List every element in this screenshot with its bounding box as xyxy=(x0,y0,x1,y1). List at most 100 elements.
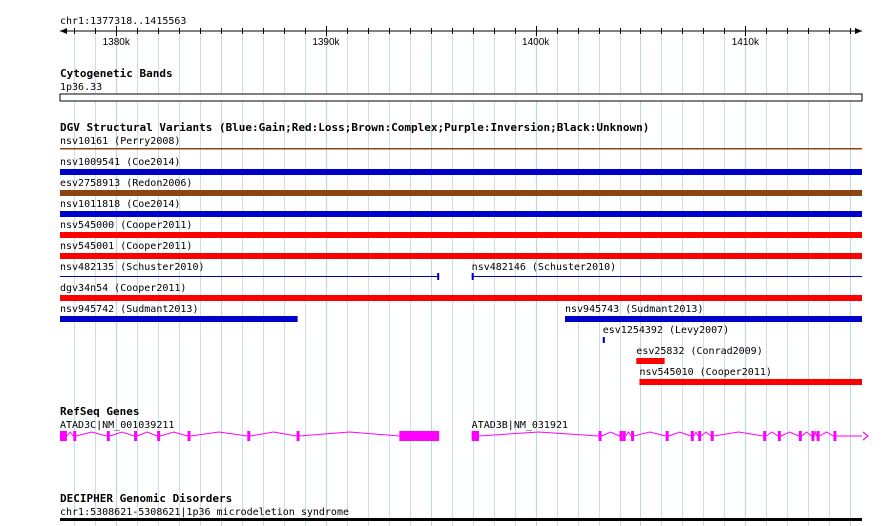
refseq-track-title: RefSeq Genes xyxy=(60,405,139,418)
exon-block[interactable] xyxy=(598,431,602,441)
exon-block[interactable] xyxy=(710,431,714,441)
intron-line xyxy=(765,431,779,437)
dgv-feature-bar[interactable] xyxy=(602,337,605,343)
exon-block[interactable] xyxy=(157,431,161,441)
ruler-tick-label: 1390k xyxy=(312,37,340,48)
decipher-track[interactable]: DECIPHER Genomic Disorders chr1:5308621-… xyxy=(60,492,862,521)
exon-block[interactable] xyxy=(698,431,702,441)
decipher-track-title: DECIPHER Genomic Disorders xyxy=(60,492,232,505)
exon-block[interactable] xyxy=(296,431,300,441)
grid-lines xyxy=(74,35,851,526)
exon-block[interactable] xyxy=(60,431,67,441)
dgv-feature-label: dgv34n54 (Cooper2011) xyxy=(60,283,186,294)
dgv-feature-bar[interactable] xyxy=(639,379,862,385)
dgv-feature-label: nsv545000 (Cooper2011) xyxy=(60,220,192,231)
intron-line xyxy=(813,430,818,437)
cytoband-track[interactable]: Cytogenetic Bands 1p36.33 xyxy=(59,67,863,102)
intron-line xyxy=(601,431,620,437)
dgv-feature-bar[interactable] xyxy=(471,276,862,277)
exon-block[interactable] xyxy=(187,431,191,441)
dgv-feature-label: esv1254392 (Levy2007) xyxy=(603,325,729,336)
exon-block[interactable] xyxy=(399,431,440,441)
dgv-feature-bar[interactable] xyxy=(565,316,862,322)
intron-line xyxy=(819,431,834,437)
gene-label: ATAD3C|NM_001039211 xyxy=(60,420,174,431)
intron-line xyxy=(159,431,188,437)
exon-block[interactable] xyxy=(816,431,820,441)
gene-label: ATAD3B|NM_031921 xyxy=(472,420,568,431)
dgv-feature-bar[interactable] xyxy=(60,253,862,259)
intron-line xyxy=(780,431,800,437)
dgv-feature-label: nsv945742 (Sudmant2013) xyxy=(60,304,198,315)
intron-line xyxy=(700,431,712,437)
refseq-genes: ATAD3C|NM_001039211 ATAD3B|NM_031921 xyxy=(60,420,869,441)
dgv-feature-label: nsv945743 (Sudmant2013) xyxy=(565,304,703,315)
dgv-feature-bar[interactable] xyxy=(60,169,862,175)
location-label: chr1:1377318..1415563 xyxy=(60,16,186,27)
intron-line xyxy=(633,431,666,437)
exon-block[interactable] xyxy=(798,431,802,441)
cytoband-label: 1p36.33 xyxy=(60,82,102,93)
dgv-track-title: DGV Structural Variants (Blue:Gain;Red:L… xyxy=(60,121,649,134)
exon-block[interactable] xyxy=(106,431,110,441)
ruler-tick-labels: 1380k 1390k 1400k 1410k xyxy=(103,37,760,48)
dgv-feature-bar[interactable] xyxy=(60,295,862,301)
dgv-feature-endcap xyxy=(471,273,474,280)
dgv-feature-label: nsv482135 (Schuster2010) xyxy=(60,262,205,273)
ruler-tick-label: 1400k xyxy=(522,37,550,48)
dgv-track[interactable]: DGV Structural Variants (Blue:Gain;Red:L… xyxy=(60,121,862,385)
intron-line xyxy=(109,431,135,437)
ruler-right-arrow-icon xyxy=(855,28,862,34)
intron-line xyxy=(625,431,632,437)
dgv-feature-bar[interactable] xyxy=(60,190,862,196)
exon-block[interactable] xyxy=(665,431,669,441)
intron-line xyxy=(66,431,74,437)
dgv-feature-bar[interactable] xyxy=(60,276,440,277)
dgv-feature-bar[interactable] xyxy=(636,358,665,364)
dgv-feature-endcap xyxy=(437,273,440,280)
dgv-feature-bar[interactable] xyxy=(60,211,862,217)
exon-block[interactable] xyxy=(763,431,767,441)
refseq-track[interactable]: RefSeq Genes ATAD3C|NM_001039211 ATAD3B|N… xyxy=(60,405,869,441)
dgv-feature-label: nsv10161 (Perry2008) xyxy=(60,136,180,147)
dgv-feature-bar[interactable] xyxy=(60,148,862,150)
exon-block[interactable] xyxy=(690,431,694,441)
intron-line xyxy=(299,431,400,437)
ruler-ticks xyxy=(74,26,851,36)
ruler-tick-label: 1380k xyxy=(103,37,131,48)
dgv-feature-label: nsv1011818 (Coe2014) xyxy=(60,199,180,210)
intron-line xyxy=(801,431,812,437)
intron-line xyxy=(713,431,764,437)
exon-block[interactable] xyxy=(631,431,635,441)
dgv-feature-label: nsv482146 (Schuster2010) xyxy=(472,262,616,273)
exon-block[interactable] xyxy=(811,431,815,441)
exon-block[interactable] xyxy=(833,431,837,441)
ruler[interactable]: chr1:1377318..1415563 1380k 1390k 1400k 141… xyxy=(60,16,862,48)
intron-line xyxy=(250,431,297,437)
exon-block[interactable] xyxy=(471,431,480,441)
cytoband-bar[interactable] xyxy=(59,93,863,102)
dgv-feature-label: nsv1009541 (Coe2014) xyxy=(60,157,180,168)
dgv-feature-label: esv25832 (Conrad2009) xyxy=(636,346,762,357)
exon-block[interactable] xyxy=(622,431,626,441)
dgv-feature-bar[interactable] xyxy=(60,232,862,238)
intron-line xyxy=(478,431,599,437)
dgv-feature-label: nsv545001 (Cooper2011) xyxy=(60,241,192,252)
intron-line xyxy=(76,431,107,437)
exon-block[interactable] xyxy=(777,431,781,441)
exon-block[interactable] xyxy=(134,431,138,441)
dgv-feature-label: nsv545010 (Cooper2011) xyxy=(639,367,771,378)
exon-block[interactable] xyxy=(73,431,77,441)
exon-block[interactable] xyxy=(619,431,623,441)
ruler-tick-label: 1410k xyxy=(732,37,760,48)
decipher-feature-bar[interactable] xyxy=(60,518,862,521)
exon-block[interactable] xyxy=(247,431,251,441)
decipher-feature-label: chr1:5308621-5308621|1p36 microdeletion … xyxy=(60,507,349,518)
intron-line xyxy=(136,431,158,437)
intron-line xyxy=(693,430,699,437)
ruler-left-arrow-icon xyxy=(60,28,67,34)
dgv-features: nsv10161 (Perry2008) nsv1009541 (Coe2014)… xyxy=(60,136,862,385)
strand-arrow-icon xyxy=(862,431,869,441)
dgv-feature-bar[interactable] xyxy=(60,316,298,322)
